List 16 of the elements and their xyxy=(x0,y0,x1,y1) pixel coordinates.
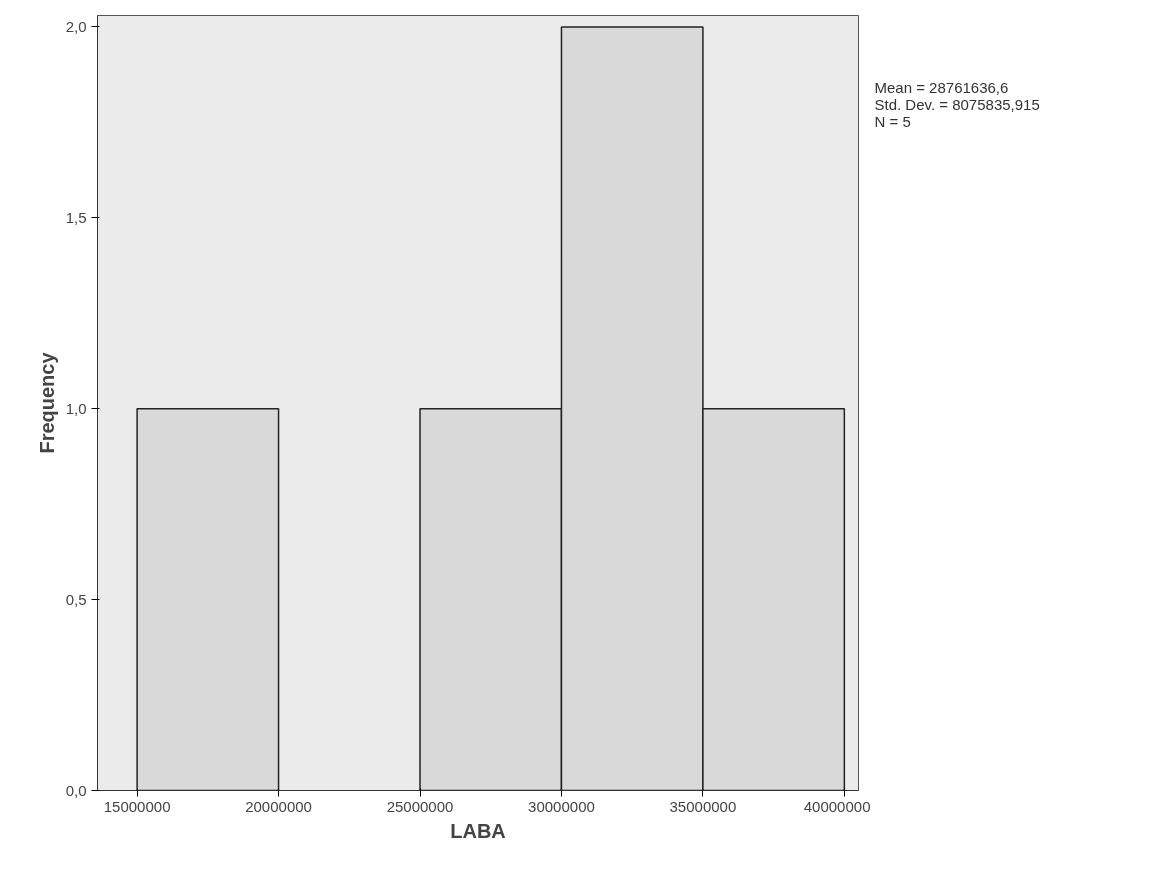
x-axis-title: LABA xyxy=(450,819,506,842)
x-tick-label: 30000000 xyxy=(528,797,595,815)
y-axis-title: Frequency xyxy=(35,351,58,454)
x-tick-label: 20000000 xyxy=(245,797,312,815)
y-tick-label: 0,5 xyxy=(65,590,87,608)
y-tick-label: 1,0 xyxy=(65,399,87,417)
x-tick-label: 15000000 xyxy=(103,797,171,815)
y-tick-label: 2,0 xyxy=(65,17,87,35)
x-tick-label: 25000000 xyxy=(386,797,454,815)
x-tick-label: 40000000 xyxy=(803,797,871,815)
text: Mean = 28761636,6 xyxy=(874,78,1009,96)
y-tick-label: 1,5 xyxy=(65,208,87,226)
y-tick-label: 0,0 xyxy=(65,781,87,799)
text: Std. Dev. = 8075835,915 xyxy=(874,95,1040,113)
text: N = 5 xyxy=(874,112,911,130)
x-tick-label: 35000000 xyxy=(669,797,737,815)
